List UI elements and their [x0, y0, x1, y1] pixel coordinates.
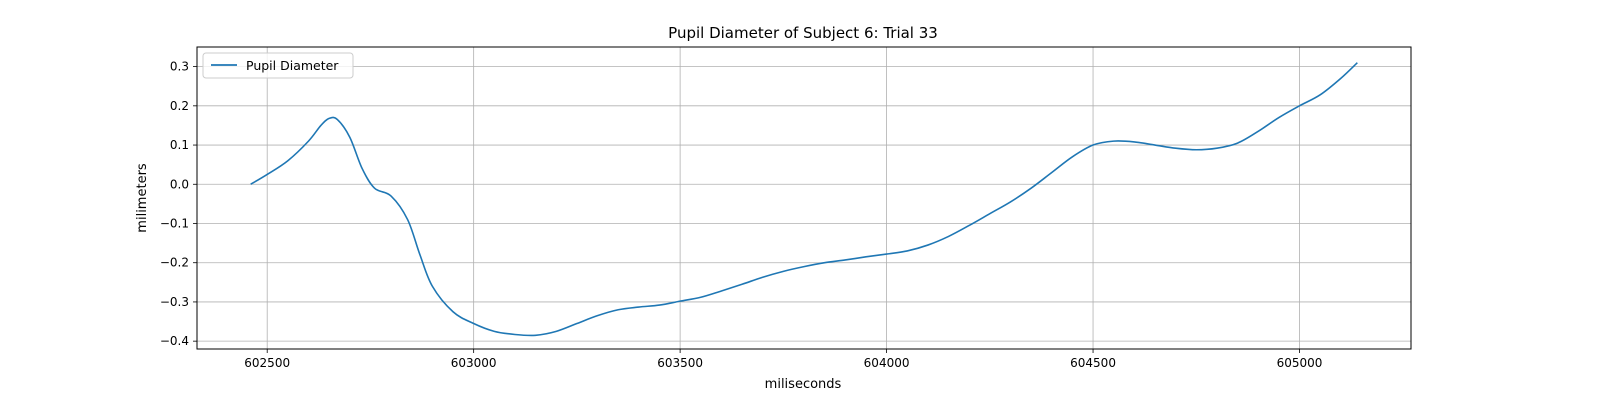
y-tick-label: 0.3	[170, 60, 189, 74]
x-tick-label: 602500	[244, 356, 290, 370]
grid-lines	[197, 47, 1411, 349]
y-axis-label: milimeters	[135, 163, 150, 233]
legend: Pupil Diameter	[202, 52, 354, 79]
y-tick-label: −0.4	[160, 334, 189, 348]
chart-title: Pupil Diameter of Subject 6: Trial 33	[668, 24, 938, 42]
y-tick-label: 0.1	[170, 138, 189, 152]
x-tick-label: 603500	[657, 356, 703, 370]
x-tick-label: 605000	[1277, 356, 1323, 370]
x-tick-label: 604000	[864, 356, 910, 370]
series-line-pupil-diameter	[250, 62, 1358, 337]
y-tick-label: −0.3	[160, 295, 189, 309]
y-axis-ticks: 0.3 0.2 0.1 0.0 −0.1 −0.2 −0.3 −0.4	[160, 60, 197, 348]
x-tick-label: 603000	[451, 356, 497, 370]
x-tick-label: 604500	[1070, 356, 1116, 370]
plot-area-frame	[196, 46, 1412, 350]
y-tick-label: −0.2	[160, 256, 189, 270]
series-layer	[250, 62, 1358, 337]
y-tick-label: 0.2	[170, 99, 189, 113]
x-axis-ticks: 602500 603000 603500 604000 604500 605000	[244, 349, 1322, 370]
legend-box	[202, 52, 354, 79]
x-axis-label: miliseconds	[765, 377, 842, 392]
y-tick-label: −0.1	[160, 216, 189, 230]
legend-label: Pupil Diameter	[246, 58, 339, 73]
y-tick-label: 0.0	[170, 177, 189, 191]
